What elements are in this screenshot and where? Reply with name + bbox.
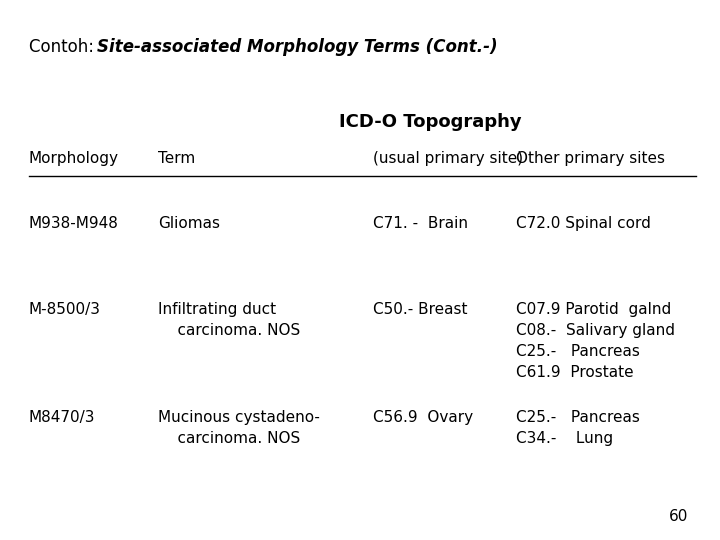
Text: C50.- Breast: C50.- Breast [373, 302, 467, 318]
Text: Infiltrating duct
    carcinoma. NOS: Infiltrating duct carcinoma. NOS [158, 302, 300, 339]
Text: Other primary sites: Other primary sites [516, 151, 665, 166]
Text: Site-associated Morphology Terms (Cont.-): Site-associated Morphology Terms (Cont.-… [96, 38, 498, 56]
Text: C72.0 Spinal cord: C72.0 Spinal cord [516, 216, 652, 231]
Text: Morphology: Morphology [29, 151, 119, 166]
Text: M8470/3: M8470/3 [29, 410, 95, 426]
Text: Term: Term [158, 151, 195, 166]
Text: Contoh:: Contoh: [29, 38, 104, 56]
Text: M938-M948: M938-M948 [29, 216, 119, 231]
Text: C07.9 Parotid  galnd
C08.-  Salivary gland
C25.-   Pancreas
C61.9  Prostate: C07.9 Parotid galnd C08.- Salivary gland… [516, 302, 675, 380]
Text: Gliomas: Gliomas [158, 216, 220, 231]
Text: M-8500/3: M-8500/3 [29, 302, 101, 318]
Text: C25.-   Pancreas
C34.-    Lung: C25.- Pancreas C34.- Lung [516, 410, 640, 447]
Text: 60: 60 [669, 509, 688, 524]
Text: (usual primary site): (usual primary site) [373, 151, 523, 166]
Text: C71. -  Brain: C71. - Brain [373, 216, 468, 231]
Text: C56.9  Ovary: C56.9 Ovary [373, 410, 473, 426]
Text: Mucinous cystadeno-
    carcinoma. NOS: Mucinous cystadeno- carcinoma. NOS [158, 410, 320, 447]
Text: ICD-O Topography: ICD-O Topography [339, 113, 522, 131]
